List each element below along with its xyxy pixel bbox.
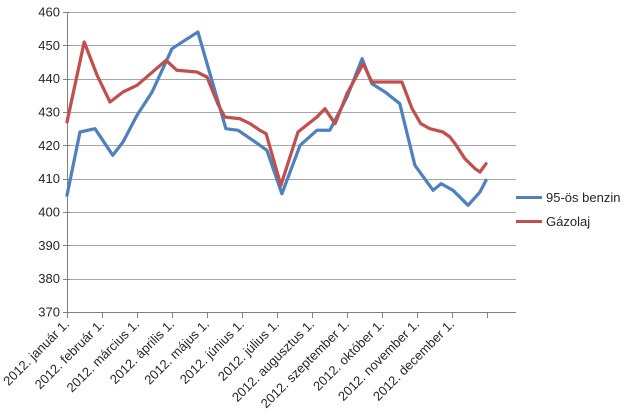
legend: 95-ös benzin Gázolaj: [516, 185, 620, 233]
y-axis-tick-label: 410: [38, 171, 60, 186]
legend-item-95-os-benzin: 95-ös benzin: [516, 185, 620, 209]
y-axis-tick-label: 390: [38, 238, 60, 253]
y-axis-tick-label: 450: [38, 38, 60, 53]
legend-label-gazolaj: Gázolaj: [546, 213, 591, 229]
y-axis-tick-label: 400: [38, 205, 60, 220]
y-axis-tick-label: 460: [38, 5, 60, 20]
series-line-95-s-benzin: [65, 30, 488, 207]
legend-swatch-gazolaj-icon: [516, 219, 542, 223]
legend-label-95-os-benzin: 95-ös benzin: [546, 189, 621, 205]
legend-swatch-95-os-benzin-icon: [516, 195, 542, 199]
series-line-g-zolaj: [65, 40, 488, 187]
y-axis-tick-label: 370: [38, 305, 60, 320]
legend-item-gazolaj: Gázolaj: [516, 209, 620, 233]
y-axis-tick-label: 430: [38, 105, 60, 120]
y-axis-tick-label: 380: [38, 271, 60, 286]
y-axis-tick-label: 420: [38, 138, 60, 153]
y-axis-tick-label: 440: [38, 71, 60, 86]
